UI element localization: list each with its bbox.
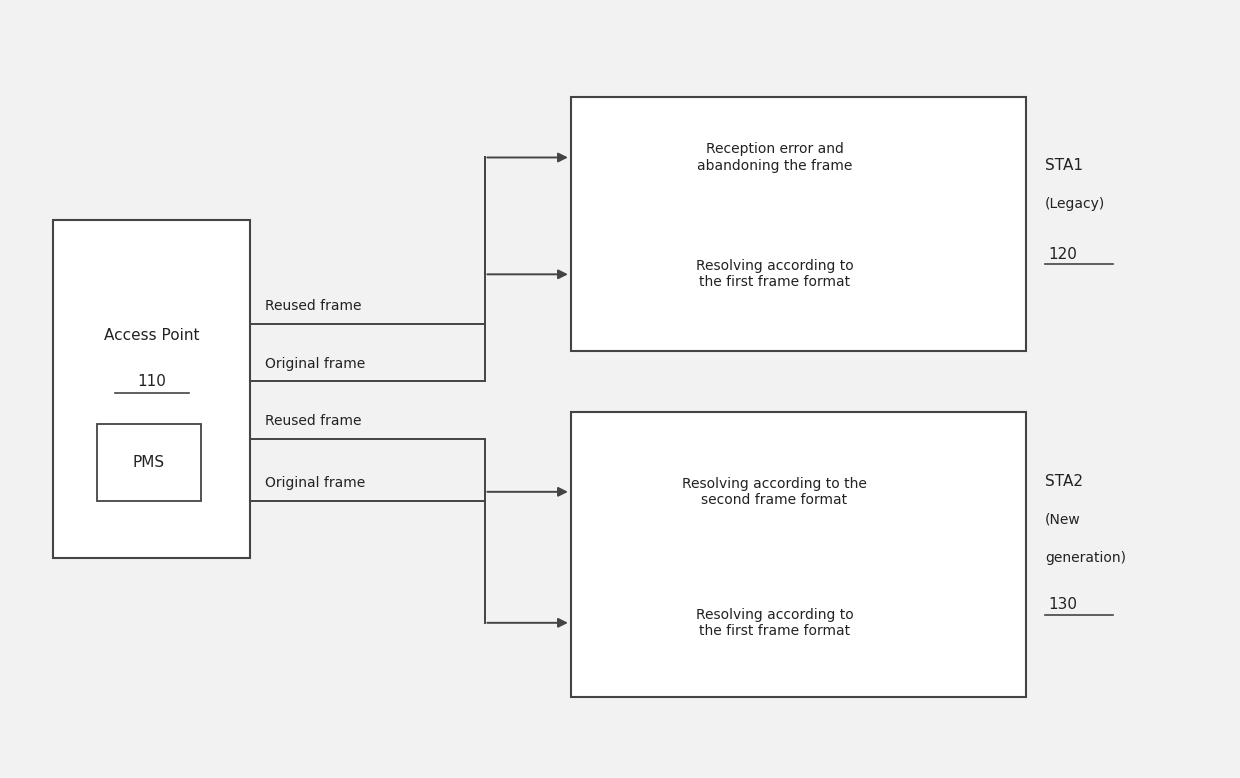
Text: Reused frame: Reused frame [265, 414, 362, 428]
FancyBboxPatch shape [570, 96, 1027, 351]
Text: STA1: STA1 [1045, 158, 1083, 173]
Text: Reused frame: Reused frame [265, 299, 362, 313]
Text: Resolving according to the
second frame format: Resolving according to the second frame … [682, 477, 867, 507]
Text: Access Point: Access Point [104, 328, 200, 342]
FancyBboxPatch shape [570, 412, 1027, 697]
Text: 110: 110 [138, 373, 166, 389]
Text: 130: 130 [1049, 597, 1078, 612]
Text: Original frame: Original frame [265, 476, 366, 490]
FancyBboxPatch shape [97, 424, 201, 500]
Text: STA2: STA2 [1045, 474, 1083, 489]
Text: (New: (New [1045, 513, 1081, 527]
Text: Resolving according to
the first frame format: Resolving according to the first frame f… [696, 608, 853, 638]
FancyBboxPatch shape [53, 219, 250, 559]
Text: 120: 120 [1049, 247, 1078, 262]
Text: Reception error and
abandoning the frame: Reception error and abandoning the frame [697, 142, 852, 173]
Text: Resolving according to
the first frame format: Resolving according to the first frame f… [696, 259, 853, 289]
Text: generation): generation) [1045, 552, 1126, 566]
Text: (Legacy): (Legacy) [1045, 198, 1105, 212]
Text: PMS: PMS [133, 454, 165, 470]
Text: Original frame: Original frame [265, 356, 366, 370]
